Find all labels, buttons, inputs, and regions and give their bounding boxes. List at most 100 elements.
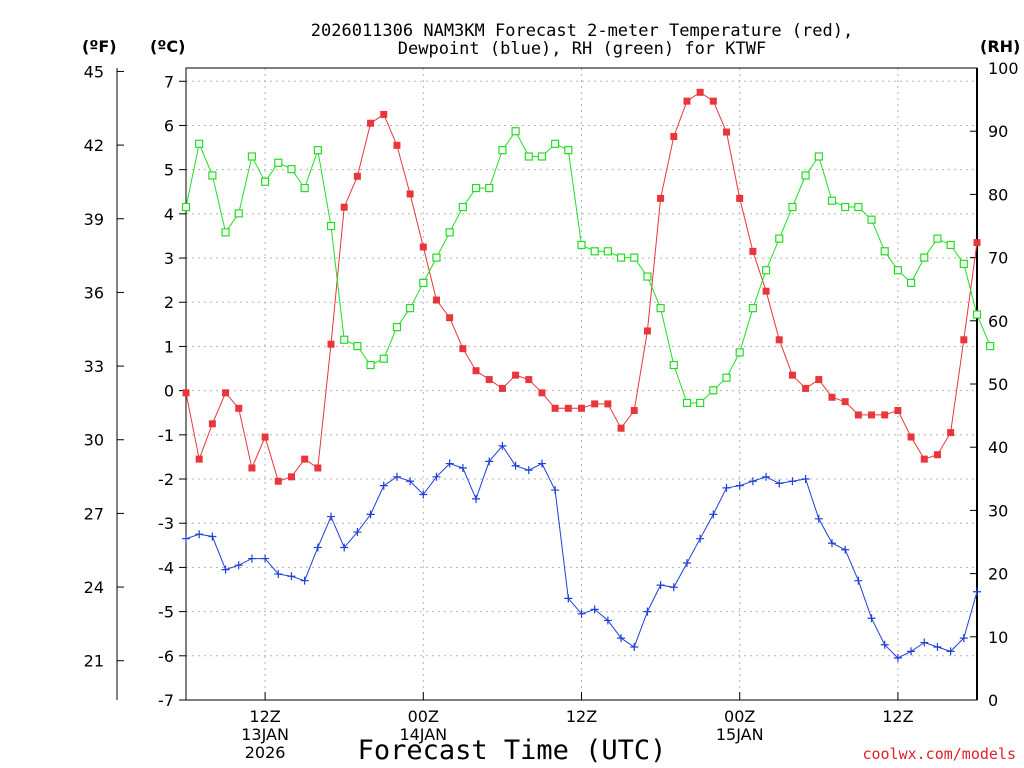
- dewpoint-point: [300, 576, 309, 585]
- 2-meter-temperature-point: [578, 404, 585, 412]
- rh-point: [195, 139, 204, 148]
- celsius-unit-label: (ºC): [150, 37, 185, 56]
- fahrenheit-tick-label: 30: [84, 431, 104, 450]
- rh-point: [590, 247, 599, 256]
- dewpoint-point: [472, 494, 481, 503]
- dewpoint-point: [630, 642, 639, 651]
- rh-point: [972, 310, 982, 319]
- 2-meter-temperature-point: [775, 336, 783, 344]
- rh-point: [656, 304, 665, 313]
- rh-point: [471, 183, 481, 193]
- dewpoint-point: [524, 466, 533, 475]
- 2-meter-temperature-point: [248, 464, 256, 472]
- dewpoint-point: [696, 534, 705, 543]
- dewpoint-point: [340, 543, 349, 552]
- x-axis-title: Forecast Time (UTC): [358, 735, 667, 766]
- celsius-axis: -7 -6 -5 -4 -3 -2 -1 0 1 2 3 4 5 6 7: [158, 72, 186, 710]
- dewpoint-point: [485, 457, 494, 466]
- rh-point: [326, 221, 336, 231]
- rh-point: [366, 360, 375, 370]
- rh-tick-label: 60: [988, 312, 1008, 331]
- x-tick-label: 15JAN: [716, 725, 764, 744]
- rh-point: [524, 152, 533, 161]
- 2-meter-temperature-point: [274, 477, 282, 485]
- rh-point: [181, 202, 191, 212]
- rh-point: [880, 247, 889, 256]
- dewpoint-point: [682, 558, 691, 567]
- dewpoint-point: [274, 570, 283, 579]
- 2-meter-temperature-point: [828, 393, 836, 401]
- rh-point: [379, 354, 388, 363]
- rh-point: [906, 278, 916, 287]
- celsius-tick-label: 1: [164, 337, 174, 356]
- 2-meter-temperature-point: [208, 420, 216, 428]
- rh-line: [185, 130, 991, 404]
- rh-point: [669, 360, 678, 370]
- 2-meter-temperature-point: [709, 97, 717, 105]
- rh-point: [353, 341, 362, 351]
- 2-meter-temperature-point: [485, 376, 493, 384]
- dewpoint-point: [920, 638, 929, 647]
- rh-point: [709, 386, 718, 395]
- rh-point: [406, 304, 415, 313]
- dewpoint-point: [788, 477, 797, 486]
- 2-meter-temperature-point: [235, 404, 243, 412]
- grid-lines: [186, 68, 977, 701]
- rh-point: [748, 304, 757, 313]
- dewpoint-point: [458, 463, 467, 472]
- celsius-tick-label: 0: [164, 382, 174, 401]
- rh-point: [445, 228, 454, 237]
- dewpoint-point: [551, 486, 560, 495]
- 2-meter-temperature-point: [841, 398, 849, 406]
- dewpoint-point: [893, 654, 902, 663]
- rh-point: [630, 253, 639, 262]
- dewpoint-point: [854, 576, 863, 585]
- 2-meter-temperature-point: [894, 407, 902, 415]
- celsius-tick-label: -7: [158, 691, 174, 710]
- x-tick-label: 12Z: [249, 707, 280, 726]
- x-tick-label: 2026: [245, 743, 286, 762]
- rh-point: [537, 152, 547, 161]
- dewpoint-point: [827, 539, 836, 548]
- dewpoint-point: [537, 459, 546, 468]
- dewpoint-point: [735, 481, 744, 490]
- celsius-tick-label: -3: [158, 514, 174, 533]
- rh-point: [735, 348, 744, 357]
- celsius-tick-label: 4: [164, 205, 174, 224]
- x-tick-label: 00Z: [408, 707, 439, 726]
- 2-meter-temperature-point: [301, 455, 309, 463]
- rh-point: [603, 247, 612, 256]
- 2-meter-temperature-point: [551, 404, 559, 412]
- 2-meter-temperature-point: [432, 296, 440, 304]
- 2-meter-temperature-point: [920, 455, 928, 463]
- rh-tick-label: 70: [988, 249, 1008, 268]
- celsius-tick-label: 5: [164, 161, 174, 180]
- rh-point: [261, 177, 270, 186]
- 2-meter-temperature-point: [617, 424, 625, 432]
- fahrenheit-tick-label: 21: [84, 652, 104, 671]
- celsius-tick-label: -2: [158, 470, 174, 489]
- dewpoint-point: [564, 594, 573, 603]
- 2-meter-temperature-point: [564, 404, 572, 412]
- rh-point: [498, 146, 507, 155]
- chart-title-line-2: Dewpoint (blue), RH (green) for KTWF: [398, 39, 766, 59]
- 2-meter-temperature-point: [380, 110, 388, 118]
- plot-frame: [185, 67, 978, 701]
- rh-point: [300, 183, 309, 193]
- 2-meter-temperature-point: [630, 407, 638, 415]
- 2-meter-temperature-point: [353, 172, 361, 180]
- 2-meter-temperature-point: [525, 376, 533, 384]
- rh-tick-label: 10: [988, 628, 1008, 647]
- rh-point: [419, 278, 428, 287]
- fahrenheit-tick-label: 33: [84, 357, 104, 376]
- rh-tick-label: 0: [988, 691, 998, 710]
- 2-meter-temperature-point: [762, 287, 770, 295]
- 2-meter-temperature-point: [696, 88, 704, 96]
- x-tick-label: 12Z: [566, 707, 597, 726]
- dewpoint-point: [498, 441, 507, 450]
- rh-point: [920, 253, 929, 262]
- 2-meter-temperature-point: [222, 389, 230, 397]
- fahrenheit-tick-label: 45: [84, 62, 104, 81]
- rh-point: [511, 127, 520, 136]
- 2-meter-temperature-point: [367, 119, 375, 127]
